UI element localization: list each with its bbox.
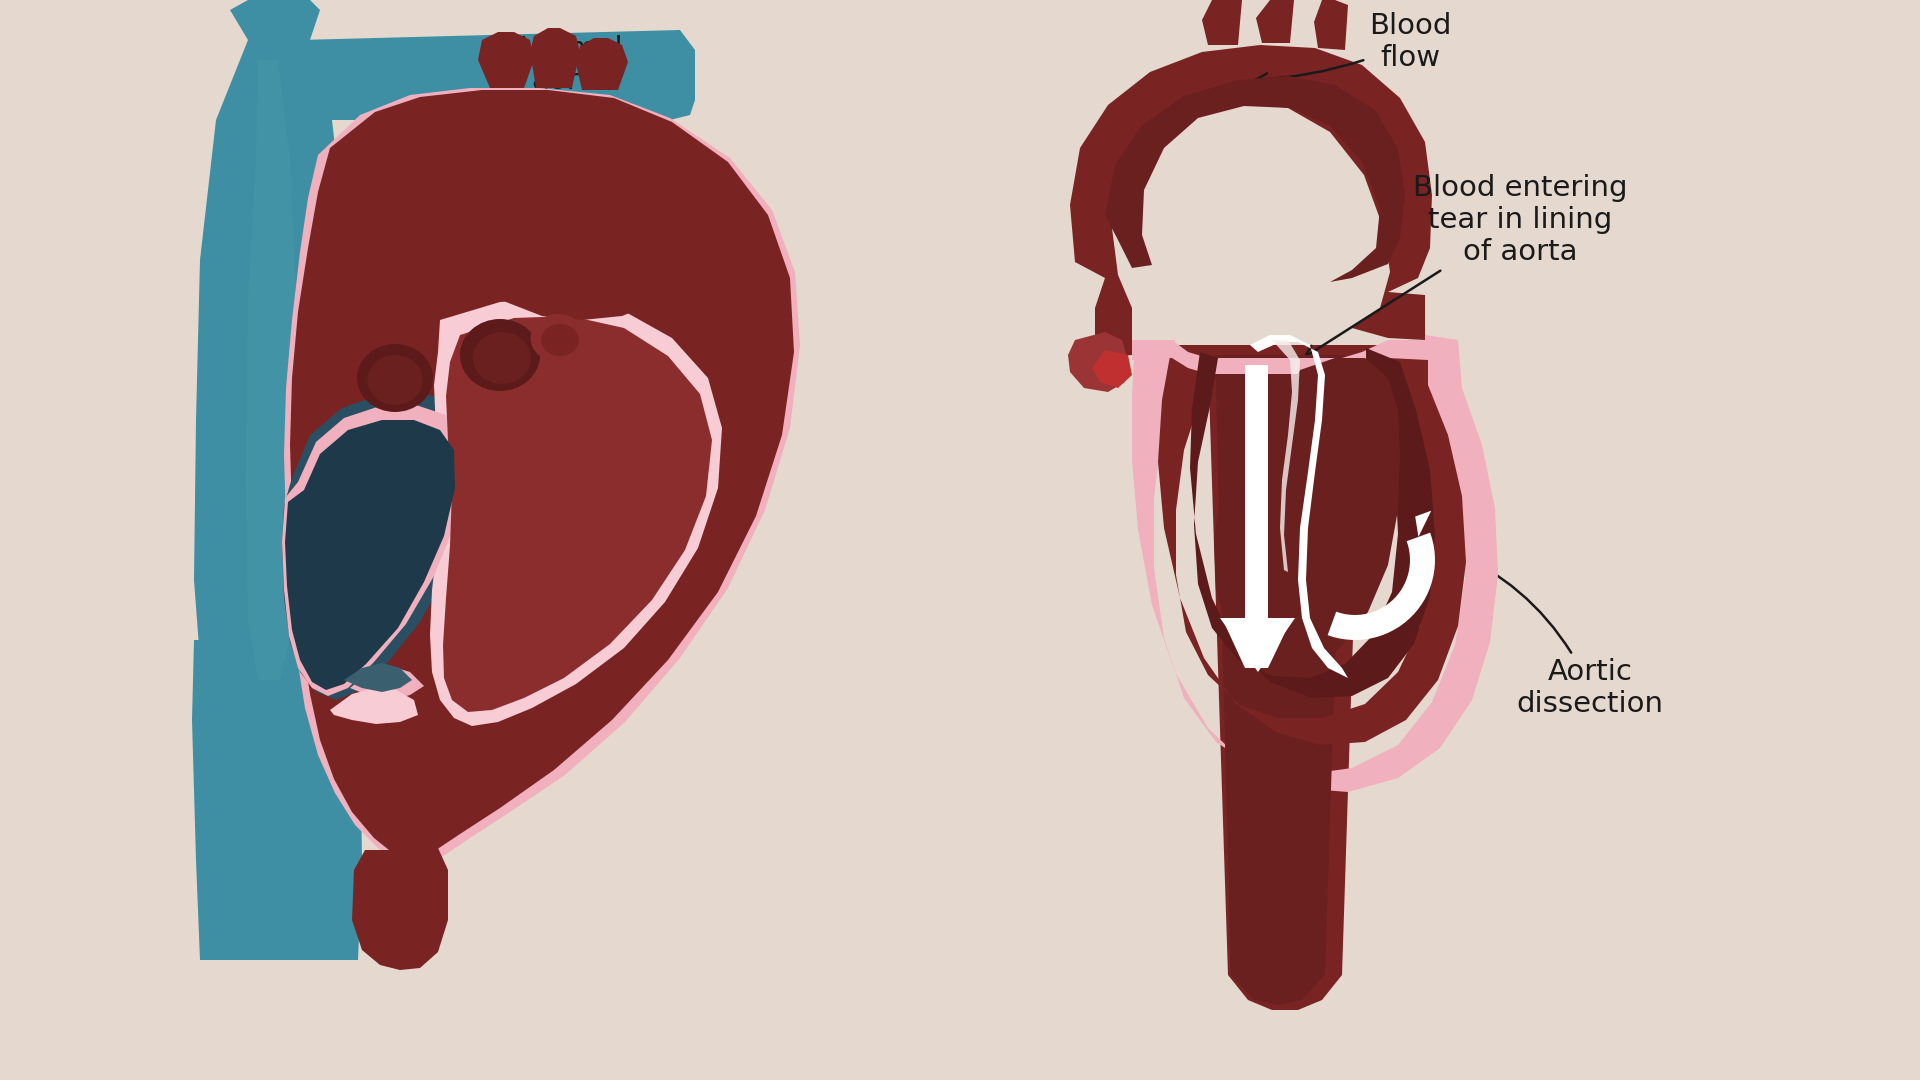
Polygon shape xyxy=(576,38,628,90)
Ellipse shape xyxy=(461,319,540,391)
Ellipse shape xyxy=(367,355,422,405)
Polygon shape xyxy=(1133,335,1498,792)
Polygon shape xyxy=(290,90,795,858)
Polygon shape xyxy=(282,393,478,700)
Polygon shape xyxy=(430,298,722,726)
Polygon shape xyxy=(1327,532,1434,640)
Polygon shape xyxy=(1106,76,1405,282)
Polygon shape xyxy=(284,87,801,865)
Polygon shape xyxy=(478,32,534,87)
Polygon shape xyxy=(296,30,695,120)
Text: Blood entering
tear in lining
of aorta: Blood entering tear in lining of aorta xyxy=(1306,174,1628,357)
Polygon shape xyxy=(1271,340,1300,572)
Ellipse shape xyxy=(357,345,434,411)
Polygon shape xyxy=(351,840,447,970)
Polygon shape xyxy=(1219,618,1294,672)
Polygon shape xyxy=(1250,335,1348,678)
Polygon shape xyxy=(530,28,580,87)
Polygon shape xyxy=(284,420,455,690)
Polygon shape xyxy=(666,249,753,322)
Polygon shape xyxy=(1244,365,1267,618)
Polygon shape xyxy=(1092,350,1133,388)
Polygon shape xyxy=(1190,348,1434,698)
Polygon shape xyxy=(349,666,424,700)
Text: Normal
aorta: Normal aorta xyxy=(492,35,622,180)
Polygon shape xyxy=(1215,355,1346,1005)
Text: Aortic
dissection: Aortic dissection xyxy=(1450,550,1663,718)
Polygon shape xyxy=(344,663,413,692)
Polygon shape xyxy=(1202,0,1242,45)
Polygon shape xyxy=(1221,618,1292,669)
Ellipse shape xyxy=(541,324,580,356)
Polygon shape xyxy=(1133,340,1428,374)
Polygon shape xyxy=(1158,340,1467,745)
Ellipse shape xyxy=(530,314,586,362)
Polygon shape xyxy=(1256,0,1294,43)
Polygon shape xyxy=(230,0,321,40)
Polygon shape xyxy=(1415,511,1430,537)
Text: Blood
flow: Blood flow xyxy=(1256,12,1452,85)
Polygon shape xyxy=(1068,332,1129,392)
Polygon shape xyxy=(246,60,298,680)
Polygon shape xyxy=(194,40,351,960)
Polygon shape xyxy=(1313,0,1348,50)
Polygon shape xyxy=(1171,345,1388,1010)
Polygon shape xyxy=(1213,357,1400,672)
Ellipse shape xyxy=(472,332,532,384)
Polygon shape xyxy=(192,640,363,960)
Polygon shape xyxy=(451,100,703,320)
Polygon shape xyxy=(330,688,419,724)
Polygon shape xyxy=(444,316,712,712)
Polygon shape xyxy=(282,405,465,696)
Polygon shape xyxy=(1069,45,1432,357)
